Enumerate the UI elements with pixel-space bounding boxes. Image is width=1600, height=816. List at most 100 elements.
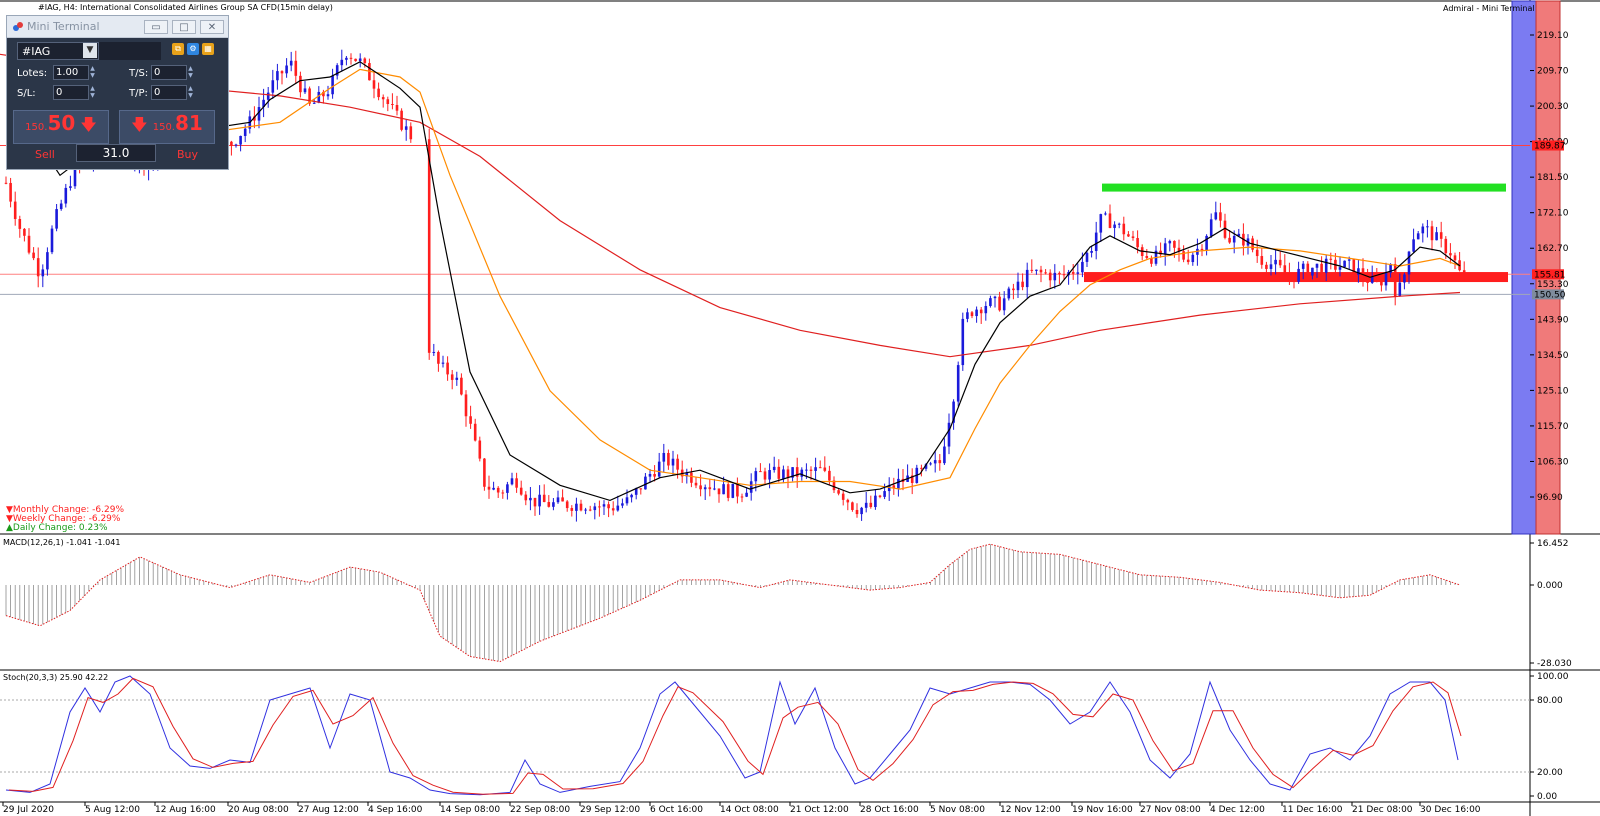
candle-body <box>561 497 564 502</box>
time-tick-label: 28 Oct 16:00 <box>860 805 919 815</box>
ts-stepper-icon[interactable]: ▲ ▼ <box>188 65 193 79</box>
tp-input[interactable]: 0 <box>151 85 187 100</box>
candle-body <box>892 485 896 489</box>
symbol-select[interactable]: #IAG <box>17 42 99 60</box>
candle-body <box>253 116 256 121</box>
candle-body <box>234 144 238 146</box>
candle-body <box>713 488 716 490</box>
candle-body <box>1099 214 1103 233</box>
candle-body <box>50 228 54 253</box>
copy-icon[interactable]: ⧉ <box>172 43 184 55</box>
candle-body <box>579 503 583 511</box>
candle-body <box>1269 264 1273 269</box>
sl-stepper-icon[interactable]: ▲ ▼ <box>90 85 95 99</box>
candle-body <box>349 57 353 59</box>
candle-body <box>874 495 877 508</box>
grid-icon[interactable]: ▦ <box>202 43 214 55</box>
lots-stepper-icon[interactable]: ▲ ▼ <box>90 65 95 79</box>
candle-body <box>703 487 707 490</box>
candle-body <box>818 467 822 469</box>
candle-body <box>1329 258 1333 260</box>
candle-body <box>791 467 794 478</box>
candle-body <box>1311 267 1314 276</box>
candle-body <box>975 309 978 317</box>
candle-body <box>846 499 850 503</box>
candle-body <box>828 470 831 481</box>
candle-body <box>1182 251 1185 260</box>
candle-body <box>381 97 385 100</box>
candle-body <box>404 126 408 130</box>
time-tick-label: 29 Sep 12:00 <box>580 805 640 815</box>
mini-terminal-panel[interactable]: Mini Terminal ▭ □ ✕ #IAG ▼ ⧉ ⚙ ▦ Lotes: … <box>6 15 229 170</box>
sl-input[interactable]: 0 <box>53 85 89 100</box>
price-tag-label: 155.81 <box>1534 270 1566 280</box>
candle-body <box>1163 243 1167 255</box>
buy-button[interactable]: 🡇 150.81 <box>119 110 215 144</box>
time-tick-label: 4 Dec 12:00 <box>1210 805 1265 815</box>
time-tick-label: 27 Nov 08:00 <box>1140 805 1201 815</box>
candle-body <box>1223 220 1227 238</box>
candle-body <box>446 362 449 375</box>
candle-body <box>230 141 233 146</box>
candle-body <box>1214 212 1218 220</box>
ma-fast-line <box>39 61 1461 502</box>
candle-body <box>1076 272 1080 274</box>
candle-body <box>55 209 58 229</box>
candle-body <box>542 494 546 503</box>
candle-body <box>1002 298 1006 311</box>
candle-body <box>18 219 22 229</box>
tp-stepper-icon[interactable]: ▲ ▼ <box>188 85 193 99</box>
close-button[interactable]: ✕ <box>200 19 224 34</box>
candle-body <box>1375 276 1379 280</box>
candle-body <box>841 493 845 500</box>
candle-body <box>1007 288 1011 299</box>
candle-body <box>814 467 817 471</box>
red-band <box>1535 0 1561 535</box>
candle-body <box>933 460 937 464</box>
time-tick-label: 27 Aug 12:00 <box>298 805 359 815</box>
candle-body <box>584 509 587 511</box>
candle-body <box>938 460 942 464</box>
candle-body <box>1237 233 1241 236</box>
chevron-down-icon[interactable]: ▼ <box>83 43 97 58</box>
macd-tick-label: 16.452 <box>1537 539 1569 549</box>
time-tick-label: 19 Nov 16:00 <box>1072 805 1133 815</box>
candle-body <box>1320 263 1323 273</box>
candle-body <box>409 126 413 140</box>
candle-body <box>726 484 730 498</box>
sell-button[interactable]: 150.50 🡇 <box>13 110 109 144</box>
candle-body <box>335 65 339 76</box>
time-tick-label: 14 Sep 08:00 <box>440 805 500 815</box>
candle-body <box>1338 267 1342 270</box>
candle-body <box>262 99 265 108</box>
settings-icon[interactable]: ⚙ <box>187 43 199 55</box>
minimize-button[interactable]: ▭ <box>144 19 168 34</box>
macd-label: MACD(12,26,1) -1.041 -1.041 <box>3 538 121 547</box>
candle-body <box>979 309 983 314</box>
candle-body <box>690 472 693 483</box>
candle-body <box>887 485 891 492</box>
candle-body <box>519 487 523 495</box>
buy-label[interactable]: Buy <box>177 148 199 161</box>
candle-body <box>1315 263 1319 268</box>
symbol-search-field[interactable] <box>99 42 161 60</box>
ts-input[interactable]: 0 <box>151 65 187 80</box>
price-tag-label: 150.50 <box>1534 290 1566 300</box>
candle-body <box>989 298 992 306</box>
price-tick-label: 143.90 <box>1537 315 1569 325</box>
candle-body <box>662 452 666 462</box>
candle-body <box>685 472 689 477</box>
maximize-button[interactable]: □ <box>172 19 196 34</box>
mini-terminal-titlebar[interactable]: Mini Terminal ▭ □ ✕ <box>7 16 228 38</box>
candle-body <box>308 88 311 104</box>
candle-body <box>276 71 279 81</box>
lot-display[interactable]: 31.0 <box>76 144 156 162</box>
candle-body <box>708 487 712 490</box>
candle-body <box>1021 281 1024 288</box>
lots-input[interactable]: 1.00 <box>53 65 89 80</box>
sell-label[interactable]: Sell <box>35 148 55 161</box>
candle-body <box>73 161 77 187</box>
candle-body <box>13 201 17 220</box>
